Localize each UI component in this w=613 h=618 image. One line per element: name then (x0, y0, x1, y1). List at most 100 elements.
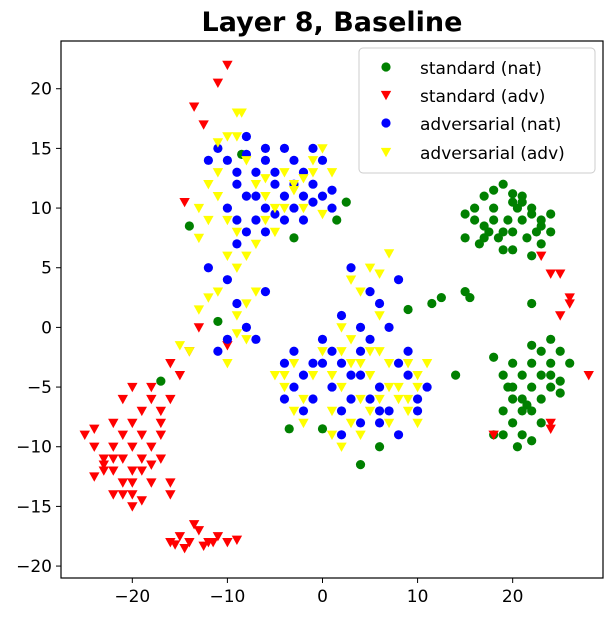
data-point (489, 352, 499, 362)
data-point (212, 191, 224, 202)
data-point (198, 541, 209, 551)
data-point (355, 287, 366, 297)
data-point (250, 287, 262, 297)
data-point (393, 382, 404, 393)
data-point (165, 490, 176, 500)
data-point (222, 60, 233, 71)
data-point (403, 304, 413, 315)
data-point (127, 382, 138, 393)
data-point (317, 144, 328, 154)
data-point (232, 298, 242, 309)
points-layer (79, 60, 594, 554)
data-point (317, 334, 328, 344)
legend-frame (358, 47, 596, 174)
data-point (269, 203, 281, 214)
data-point (527, 358, 537, 368)
data-point (298, 203, 309, 214)
data-point (498, 245, 508, 255)
data-point (503, 215, 513, 225)
data-point (127, 490, 138, 500)
data-point (241, 322, 252, 332)
data-point (336, 310, 347, 321)
data-point (98, 454, 109, 464)
data-point (298, 418, 309, 429)
data-point (108, 466, 119, 476)
data-point (117, 430, 129, 440)
data-point (517, 191, 527, 201)
data-point (188, 102, 200, 112)
data-point (174, 532, 186, 542)
data-point (508, 394, 518, 404)
data-point (279, 191, 290, 201)
data-point (127, 478, 138, 488)
data-point (108, 418, 119, 429)
data-point (393, 275, 404, 285)
data-point (155, 454, 167, 464)
data-point (564, 299, 575, 309)
data-point (89, 442, 100, 452)
data-point (374, 347, 385, 357)
data-point (270, 179, 280, 189)
data-point (241, 335, 252, 345)
legend: standard (nat) standard (adv) adversaria… (358, 47, 596, 174)
x-tick-label: 10 (407, 587, 429, 607)
data-point (127, 442, 138, 452)
data-point (250, 239, 262, 250)
chart-title: Layer 8, Baseline (202, 7, 463, 38)
y-axis: 20 15 10 5 0 −5 −10 −15 −20 (16, 80, 61, 577)
data-point (479, 191, 489, 201)
data-point (336, 406, 347, 416)
data-point (269, 227, 281, 238)
data-point (317, 358, 328, 368)
data-point (327, 346, 337, 356)
data-point (146, 442, 157, 452)
data-point (241, 227, 252, 237)
data-point (222, 251, 233, 261)
data-point (341, 197, 351, 207)
data-point (498, 430, 508, 440)
data-point (89, 472, 100, 482)
legend-marker (381, 62, 391, 72)
y-tick-label: −20 (16, 557, 52, 577)
data-point (89, 424, 100, 435)
data-point (241, 131, 252, 142)
data-point (332, 215, 342, 225)
data-point (364, 406, 376, 417)
data-point (555, 376, 565, 386)
data-point (298, 215, 309, 225)
data-point (117, 454, 129, 464)
data-point (288, 180, 300, 190)
data-point (288, 186, 300, 196)
y-tick-label: −10 (16, 438, 52, 458)
data-point (184, 347, 195, 357)
data-point (555, 388, 565, 398)
legend-label-adversarial-nat: adversarial (nat) (420, 115, 561, 135)
data-point (251, 215, 261, 225)
data-point (527, 382, 537, 392)
data-point (231, 329, 243, 339)
data-point (146, 382, 157, 393)
data-point (345, 359, 357, 369)
data-point (146, 394, 157, 405)
data-point (527, 436, 537, 446)
data-point (555, 346, 565, 356)
data-point (383, 359, 395, 369)
data-point (555, 269, 566, 279)
data-point (355, 359, 366, 369)
data-point (289, 203, 299, 213)
data-point (536, 346, 546, 356)
data-point (298, 394, 309, 405)
data-point (317, 347, 328, 357)
data-point (251, 334, 261, 344)
data-point (522, 400, 532, 410)
data-point (308, 143, 318, 153)
data-point (384, 406, 394, 416)
data-point (298, 370, 309, 380)
data-point (412, 418, 423, 429)
data-point (403, 346, 413, 356)
data-point (536, 394, 546, 404)
data-point (289, 346, 299, 356)
data-point (393, 430, 404, 440)
data-point (165, 478, 176, 488)
data-point (279, 215, 290, 225)
